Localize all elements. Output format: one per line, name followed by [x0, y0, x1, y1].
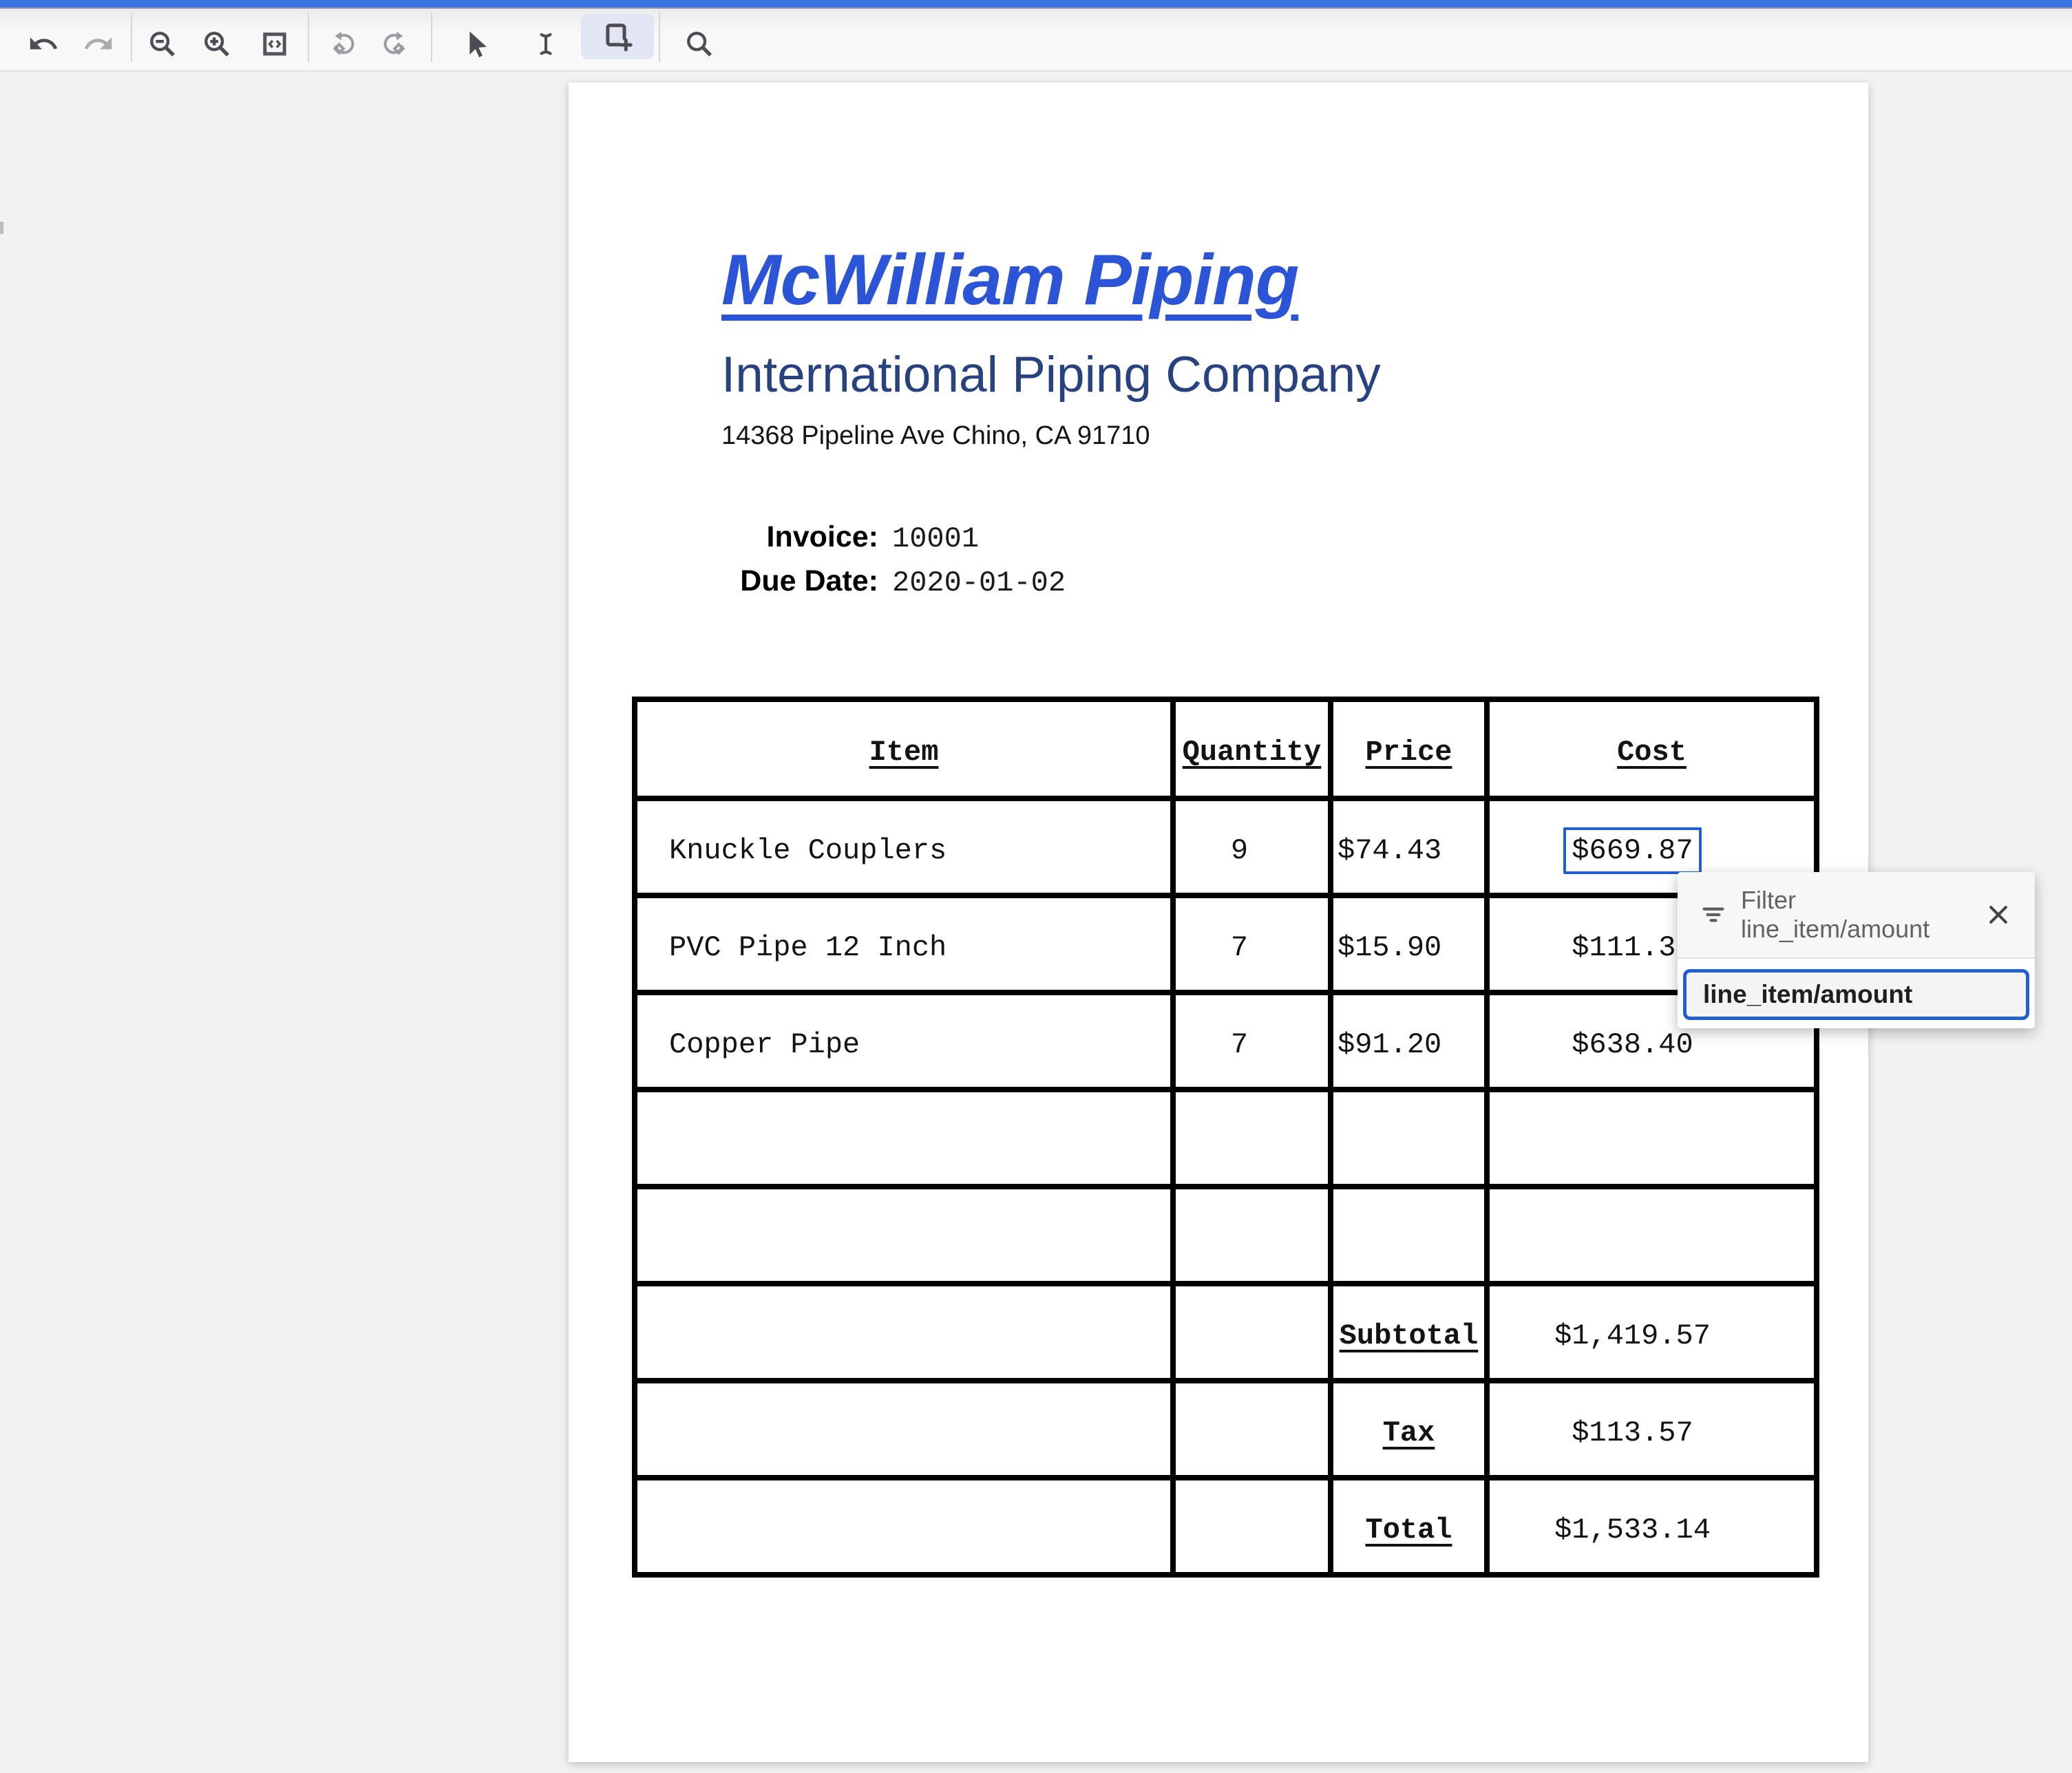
cell-empty [1170, 1378, 1333, 1480]
cell-quantity[interactable]: 7 [1170, 990, 1333, 1092]
undo-icon [30, 37, 58, 50]
cell-item[interactable]: Copper Pipe [632, 990, 1176, 1092]
toolbar [0, 9, 2072, 72]
cell-quantity[interactable] [1170, 1184, 1333, 1286]
filter-popup: Filter line_item/amount line_item/amount [1678, 872, 2035, 1028]
company-title: McWilliam Piping [721, 240, 1299, 320]
cell-price[interactable] [1328, 1184, 1490, 1286]
rotate-right-button[interactable] [370, 19, 419, 69]
subtotal-row: Subtotal $1,419.57 [632, 1281, 1819, 1383]
tax-row: Tax $113.57 [632, 1378, 1819, 1480]
window-top-bar [0, 0, 2072, 8]
invoice-table: Item Quantity Price Cost Knuckle Coupler… [632, 697, 1819, 1578]
undo-button[interactable] [19, 19, 68, 69]
due-date-label: Due Date: [740, 564, 878, 597]
cell-cost[interactable] [1484, 1087, 1819, 1189]
cell-empty [1170, 1475, 1333, 1578]
filter-popup-title: Filter line_item/amount [1741, 886, 1930, 943]
cell-item[interactable] [632, 1087, 1176, 1189]
redo-icon [84, 37, 112, 50]
close-button[interactable] [1983, 898, 2014, 931]
filter-popup-header: Filter line_item/amount [1678, 872, 2035, 959]
code-view-icon [263, 32, 286, 56]
invoice-number-row: Invoice: 10001 [721, 520, 1066, 564]
cell-quantity[interactable]: 7 [1170, 893, 1333, 995]
cell-price[interactable]: $91.20 [1328, 990, 1490, 1092]
window-top-divider [0, 8, 2072, 9]
table-row: Copper Pipe 7 $91.20 $638.40 [632, 990, 1819, 1092]
cell-empty [632, 1378, 1176, 1480]
table-header-row: Item Quantity Price Cost [632, 697, 1819, 801]
tax-value[interactable]: $113.57 [1484, 1378, 1819, 1480]
cell-quantity[interactable]: 9 [1170, 796, 1333, 898]
table-row: Knuckle Couplers 9 $74.43 $669.87 [632, 796, 1819, 898]
cell-empty [1170, 1281, 1333, 1383]
cell-quantity[interactable] [1170, 1087, 1333, 1189]
close-icon [1989, 906, 2007, 924]
due-date-value: 2020-01-02 [892, 566, 1066, 599]
rotate-left-icon [332, 32, 355, 55]
cell-price[interactable] [1328, 1087, 1490, 1189]
document-page: McWilliam Piping International Piping Co… [569, 83, 1868, 1762]
toolbar-divider [131, 12, 132, 62]
header-price: Price [1328, 697, 1490, 801]
add-bounding-box-icon [606, 23, 633, 52]
total-row: Total $1,533.14 [632, 1475, 1819, 1578]
table-row-empty [632, 1184, 1819, 1286]
cell-cost[interactable] [1484, 1184, 1819, 1286]
rotate-right-icon [383, 32, 405, 55]
invoice-label: Invoice: [766, 520, 879, 553]
subtotal-label: Subtotal [1328, 1281, 1490, 1383]
cell-price[interactable]: $74.43 [1328, 796, 1490, 898]
cell-empty [632, 1475, 1176, 1578]
header-item: Item [632, 697, 1176, 801]
cell-price[interactable]: $15.90 [1328, 893, 1490, 995]
cursor-icon [469, 31, 487, 58]
rotate-left-button[interactable] [319, 19, 368, 69]
header-quantity: Quantity [1170, 697, 1333, 801]
invoice-number: 10001 [892, 522, 980, 555]
scroll-tick [0, 222, 3, 234]
text-select-button[interactable] [521, 19, 571, 69]
cell-item[interactable] [632, 1184, 1176, 1286]
subtotal-value[interactable]: $1,419.57 [1484, 1281, 1819, 1383]
cell-item[interactable]: PVC Pipe 12 Inch [632, 893, 1176, 995]
toolbar-divider [431, 12, 432, 62]
annotated-value: $669.87 [1572, 834, 1693, 867]
add-bounding-box-button[interactable] [581, 14, 654, 59]
zoom-in-icon [204, 32, 229, 56]
search-icon [687, 32, 712, 56]
filter-popup-body: line_item/amount [1678, 959, 2035, 1028]
total-label: Total [1328, 1475, 1490, 1578]
code-view-button[interactable] [250, 19, 299, 69]
tax-label: Tax [1328, 1378, 1490, 1480]
invoice-meta: Invoice: 10001 Due Date: 2020-01-02 [721, 520, 1066, 608]
zoom-out-icon [150, 32, 175, 56]
zoom-in-button[interactable] [192, 19, 242, 69]
company-subtitle: International Piping Company [721, 347, 1381, 403]
redo-button[interactable] [74, 19, 123, 69]
cell-item[interactable]: Knuckle Couplers [632, 796, 1176, 898]
toolbar-divider [659, 12, 660, 62]
filter-icon [1702, 907, 1724, 922]
table-row-empty [632, 1087, 1819, 1189]
search-button[interactable] [675, 19, 724, 69]
text-ibeam-icon [540, 33, 552, 55]
due-date-row: Due Date: 2020-01-02 [721, 564, 1066, 608]
zoom-out-button[interactable] [138, 19, 187, 69]
annotation-bounding-box[interactable]: $669.87 [1563, 827, 1702, 874]
header-cost: Cost [1484, 697, 1819, 801]
total-value[interactable]: $1,533.14 [1484, 1475, 1819, 1578]
filter-option-line-item-amount[interactable]: line_item/amount [1683, 969, 2029, 1020]
company-address: 14368 Pipeline Ave Chino, CA 91710 [721, 421, 1150, 450]
cell-empty [632, 1281, 1176, 1383]
table-row: PVC Pipe 12 Inch 7 $15.90 $111.30 [632, 893, 1819, 995]
toolbar-divider [308, 12, 309, 62]
select-cursor-button[interactable] [450, 19, 500, 69]
